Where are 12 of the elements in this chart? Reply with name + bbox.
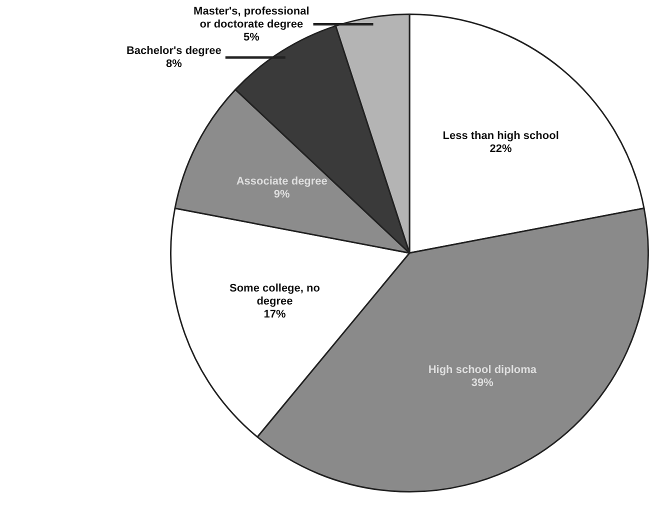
data-label: 22% — [490, 143, 512, 156]
slice-label: Less than high school — [442, 130, 559, 142]
slice-label: Associate degree — [236, 175, 328, 188]
data-label: 39% — [471, 376, 494, 389]
slice-label: High school diploma — [428, 364, 538, 376]
slice-label: Bachelor's degree — [126, 44, 222, 57]
data-label: 5% — [243, 31, 260, 44]
slice-label: Some college, no degree — [229, 282, 320, 308]
data-label: 17% — [264, 308, 286, 321]
data-label: 8% — [166, 58, 182, 70]
slice-label: Master's, professional or doctorate degree — [194, 5, 310, 30]
data-label: 9% — [274, 188, 290, 200]
